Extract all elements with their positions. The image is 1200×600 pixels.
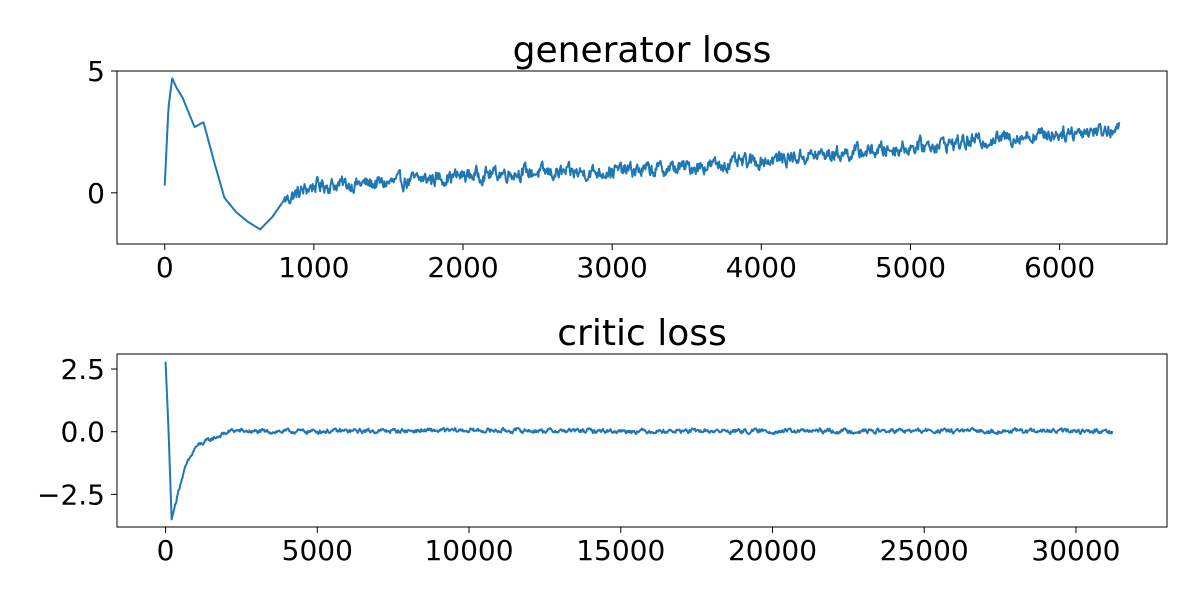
axes-frame (116, 353, 1168, 528)
x-axis: 0 1000 2000 3000 4000 5000 6000 (156, 244, 1095, 284)
x-axis: 0 5000 10000 15000 20000 25000 30000 (157, 527, 1120, 567)
x-tick-label: 4000 (726, 251, 797, 284)
y-tick-label: 0.0 (60, 416, 105, 449)
x-tick-label: 20000 (728, 534, 817, 567)
x-tick-label: 1000 (278, 251, 349, 284)
x-tick-label: 5000 (875, 251, 946, 284)
axes-frame (116, 70, 1168, 245)
chart-title: generator loss (513, 30, 772, 71)
y-tick-label: 2.5 (60, 353, 105, 386)
series-line (164, 361, 1114, 521)
chart-title: critic loss (557, 313, 727, 354)
generator-loss-chart: generator loss 0 1000 2000 3000 4000 5000 6000… (87, 30, 1168, 284)
y-tick-label: 0 (87, 177, 105, 210)
plot-area (164, 361, 1114, 521)
x-tick-label: 0 (157, 534, 175, 567)
y-axis: 05 (87, 55, 117, 210)
critic-loss-chart: critic loss 0 5000 10000 15000 20000 25000 300… (37, 313, 1168, 567)
x-tick-label: 25000 (880, 534, 969, 567)
x-tick-label: 5000 (282, 534, 353, 567)
x-tick-label: 2000 (427, 251, 498, 284)
x-tick-label: 3000 (577, 251, 648, 284)
x-tick-label: 15000 (576, 534, 665, 567)
x-tick-label: 0 (156, 251, 174, 284)
x-tick-label: 10000 (424, 534, 513, 567)
series-line (163, 77, 1121, 231)
plot-area (163, 77, 1121, 231)
y-axis: 2.5 0.0 −2.5 (37, 353, 117, 511)
x-tick-label: 30000 (1031, 534, 1120, 567)
y-tick-label: −2.5 (37, 478, 105, 511)
x-tick-label: 6000 (1024, 251, 1095, 284)
y-tick-label: 5 (87, 55, 105, 88)
